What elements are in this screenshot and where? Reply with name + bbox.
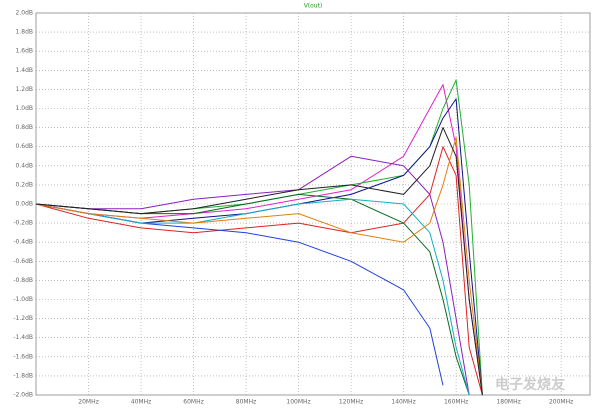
x-tick-label: 200MHz (549, 399, 573, 406)
y-tick-label: -1.4dB (13, 334, 33, 341)
y-tick-label: -0.4dB (13, 239, 33, 246)
x-tick-label: 120MHz (339, 399, 363, 406)
y-tick-label: 1.2dB (16, 86, 33, 93)
y-tick-label: -0.8dB (13, 277, 33, 284)
x-tick-label: 20MHz (78, 399, 98, 406)
y-tick-label: 1.0dB (16, 105, 33, 112)
y-tick-label: 1.4dB (16, 67, 33, 74)
y-tick-label: -1.6dB (13, 353, 33, 360)
y-tick-label: 0.6dB (16, 143, 33, 150)
y-tick-label: 0.2dB (16, 181, 33, 188)
y-tick-label: 1.8dB (16, 29, 33, 36)
curve (35, 198, 470, 396)
x-tick-label: 80MHz (236, 399, 256, 406)
x-tick-label: 100MHz (286, 399, 310, 406)
chart-title: V(out) (304, 3, 323, 10)
y-tick-label: 0.8dB (16, 124, 33, 131)
curve (35, 136, 483, 396)
y-tick-label: 1.6dB (16, 48, 33, 55)
y-tick-label: -0.2dB (13, 220, 33, 227)
x-tick-label: 180MHz (496, 399, 520, 406)
y-tick-label: 0.4dB (16, 162, 33, 169)
y-tick-label: -1.0dB (13, 296, 33, 303)
curve (35, 155, 470, 396)
y-tick-label: 2.0dB (16, 10, 33, 17)
y-tick-label: -0.6dB (13, 258, 33, 265)
x-tick-label: 160MHz (444, 399, 468, 406)
y-tick-label: -1.2dB (13, 315, 33, 322)
x-tick-label: 60MHz (183, 399, 203, 406)
y-tick-label: -2.0dB (13, 392, 33, 399)
x-tick-label: 40MHz (131, 399, 151, 406)
y-tick-label: -1.8dB (13, 372, 33, 379)
x-tick-label: 140MHz (391, 399, 415, 406)
watermark: 电子发烧友 (495, 376, 565, 393)
y-tick-label: 0.0dB (16, 201, 33, 208)
curve (35, 127, 483, 396)
